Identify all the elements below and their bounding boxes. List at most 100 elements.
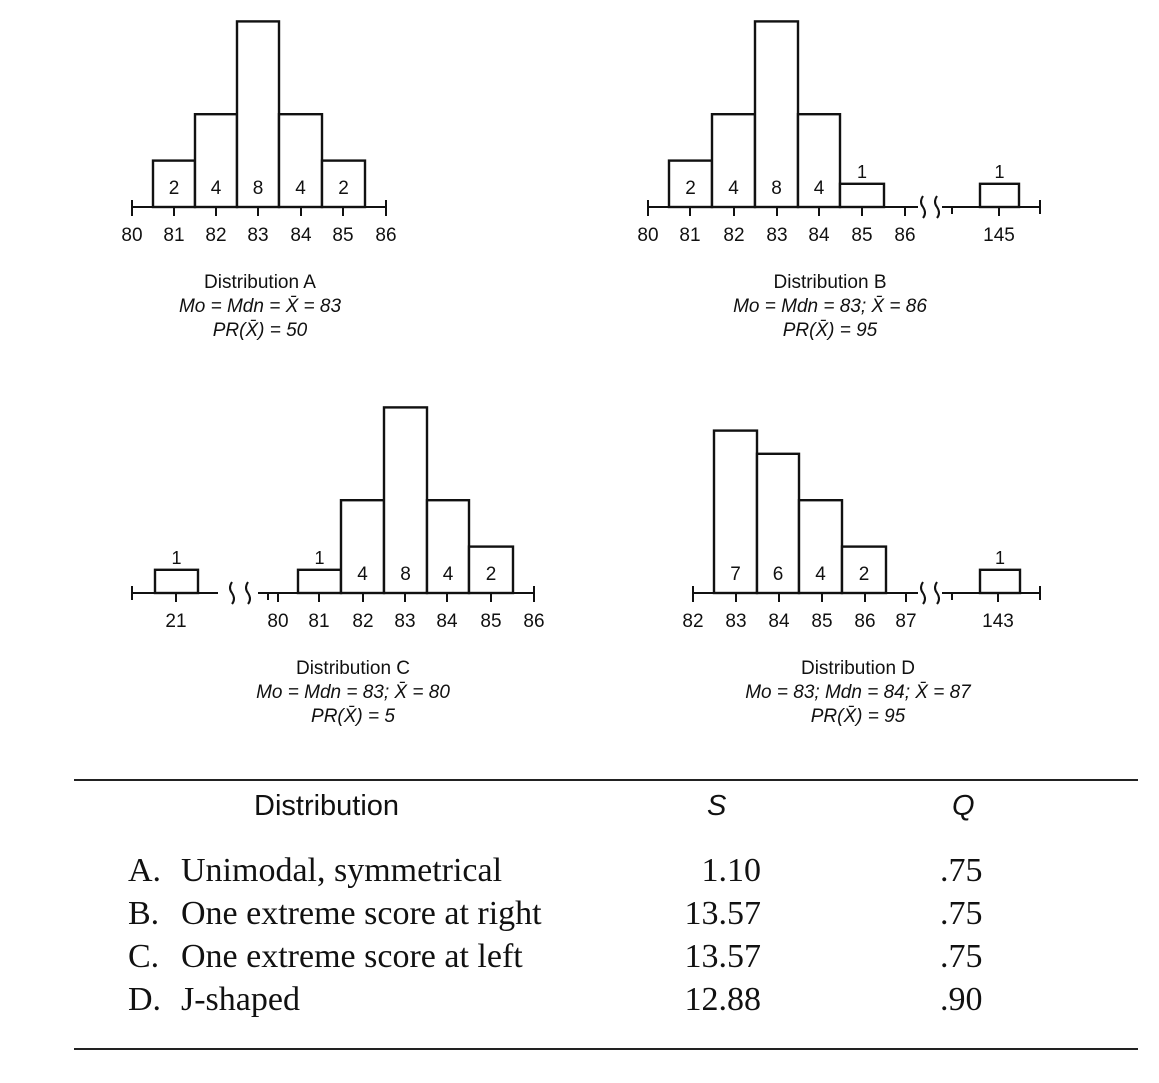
bar-value-label: 2 [338, 178, 349, 199]
x-tick-label: 84 [436, 611, 458, 632]
bar-value-label: 8 [400, 564, 411, 585]
x-tick-label: 145 [983, 225, 1015, 246]
x-tick-label: 83 [766, 225, 787, 246]
chart-title: Distribution A [204, 272, 316, 293]
bar-value-label: 2 [169, 178, 180, 199]
chart-stat-line: PR(X̄) = 95 [811, 706, 906, 727]
bar-value-label: 1 [994, 162, 1004, 182]
chart-title: Distribution B [774, 272, 887, 293]
x-tick-label: 81 [308, 611, 329, 632]
row-q: .75 [940, 895, 983, 932]
histogram-bar [193, 112, 239, 209]
chart-stat-line: Mo = 83; Mdn = 84; X̄ = 87 [745, 682, 972, 703]
chart-title: Distribution C [296, 658, 410, 679]
row-label: B. [128, 895, 160, 932]
x-tick-label: 82 [723, 225, 744, 246]
x-tick-label: 83 [247, 225, 268, 246]
histogram-bar [838, 182, 886, 209]
x-tick-label: 85 [480, 611, 501, 632]
row-label: A. [128, 852, 162, 889]
x-tick-label: 83 [725, 611, 746, 632]
chart-stat-line: Mo = Mdn = 83; X̄ = 80 [256, 682, 450, 703]
bar-value-label: 4 [815, 564, 826, 585]
histogram-bar [382, 406, 429, 595]
histogram-bar [153, 568, 200, 595]
bar-value-label: 4 [443, 564, 454, 585]
histogram-bar [840, 545, 888, 595]
histogram-bar [151, 159, 197, 209]
axis-break-mark [934, 581, 940, 605]
header-q: Q [952, 790, 975, 822]
bar-value-label: 7 [730, 564, 741, 585]
x-tick-label: 81 [679, 225, 700, 246]
x-tick-label: 87 [895, 611, 916, 632]
bar-value-label: 6 [773, 564, 784, 585]
header-distribution: Distribution [254, 790, 400, 822]
row-s: 1.10 [701, 852, 762, 889]
bar-value-label: 2 [859, 564, 870, 585]
bar-value-label: 1 [171, 548, 181, 568]
axis-break-mark [920, 581, 926, 605]
row-name: J-shaped [181, 981, 300, 1018]
bar-value-label: 8 [253, 178, 264, 199]
x-tick-label: 86 [523, 611, 544, 632]
bar-value-label: 4 [295, 178, 306, 199]
table-bottom-rule [74, 1048, 1138, 1050]
axis-break-mark [934, 195, 940, 219]
bar-value-label: 1 [857, 162, 867, 182]
bar-value-label: 2 [685, 178, 696, 199]
x-tick-label: 84 [768, 611, 790, 632]
x-tick-label: 85 [811, 611, 832, 632]
x-tick-label: 82 [205, 225, 226, 246]
table-top-rule [74, 779, 1138, 781]
x-tick-label: 84 [290, 225, 312, 246]
row-s: 13.57 [684, 895, 762, 932]
chart-title: Distribution D [801, 658, 915, 679]
row-s: 12.88 [684, 981, 762, 1018]
bar-value-label: 8 [771, 178, 782, 199]
row-name: One extreme score at left [181, 938, 523, 975]
x-tick-label: 82 [682, 611, 703, 632]
histogram-bar [712, 429, 759, 595]
table-row: B. One extreme score at right 13.57 .75 [0, 895, 1159, 939]
axis-break-mark [245, 581, 251, 605]
header-s: S [707, 790, 727, 822]
axis-break-mark [229, 581, 235, 605]
x-tick-label: 81 [163, 225, 184, 246]
chart-stat-line: PR(X̄) = 5 [311, 706, 395, 727]
x-tick-label: 86 [375, 225, 396, 246]
histogram-bar [978, 182, 1021, 209]
chart-stat-line: PR(X̄) = 50 [213, 320, 308, 341]
axis-break-mark [920, 195, 926, 219]
histogram-bar [235, 20, 281, 209]
x-tick-label: 84 [808, 225, 830, 246]
histogram-bar [978, 568, 1022, 595]
bar-value-label: 1 [995, 548, 1005, 568]
bar-value-label: 4 [728, 178, 739, 199]
histogram-bar [755, 452, 801, 595]
histogram-d: 7 6 4 2 1 82 83 84 85 86 87 143 Distribution D Mo = 8… [682, 429, 1041, 727]
row-s: 13.57 [684, 938, 762, 975]
table-row: A. Unimodal, symmetrical 1.10 .75 [0, 852, 1159, 896]
row-q: .75 [940, 938, 983, 975]
chart-stat-line: PR(X̄) = 95 [783, 320, 878, 341]
x-tick-label: 80 [267, 611, 288, 632]
x-tick-label: 82 [352, 611, 373, 632]
x-tick-label: 85 [851, 225, 872, 246]
x-tick-label: 86 [894, 225, 915, 246]
bar-value-label: 2 [486, 564, 497, 585]
x-tick-label: 143 [982, 611, 1014, 632]
chart-stat-line: Mo = Mdn = 83; X̄ = 86 [733, 296, 927, 317]
table-row: D. J-shaped 12.88 .90 [0, 981, 1159, 1025]
histogram-bar [296, 568, 343, 595]
row-name: One extreme score at right [181, 895, 542, 932]
bar-value-label: 4 [814, 178, 825, 199]
row-q: .75 [940, 852, 983, 889]
row-q: .90 [940, 981, 983, 1018]
x-tick-label: 86 [854, 611, 875, 632]
x-tick-label: 80 [121, 225, 142, 246]
